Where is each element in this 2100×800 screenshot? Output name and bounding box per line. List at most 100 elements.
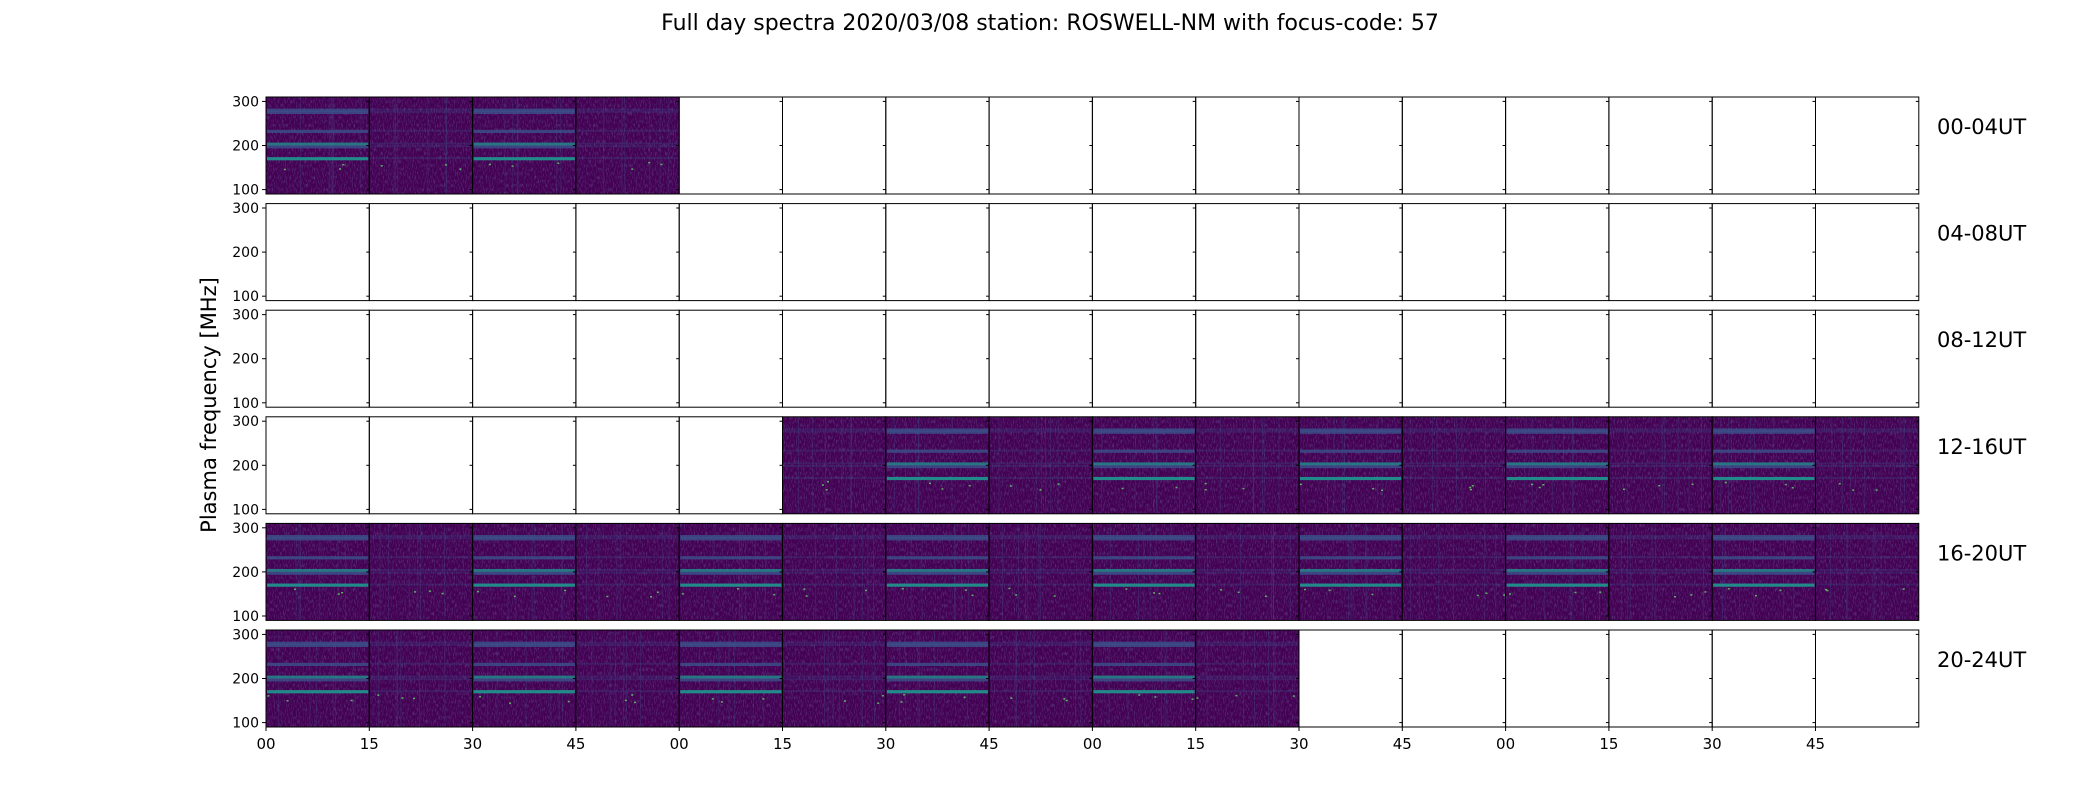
spectrum-speckle	[1826, 589, 1829, 592]
spectrum-speckle	[1292, 695, 1295, 697]
panel-frame	[575, 309, 680, 408]
spectrum-band	[1609, 556, 1712, 559]
spectrum-band	[1506, 583, 1608, 587]
spectrum-band	[576, 129, 679, 132]
spectrum-band	[783, 535, 885, 538]
chart-title: Full day spectra 2020/03/08 station: ROS…	[661, 11, 1439, 36]
spectrum-band	[473, 678, 575, 682]
spectrum-panel	[1505, 522, 1610, 621]
panel-frame	[472, 309, 577, 408]
spectrum-band	[1713, 428, 1815, 432]
spectrum-band	[1196, 571, 1298, 574]
spectrum-speckle	[341, 591, 344, 594]
row-label: 08-12UT	[1937, 328, 2026, 352]
spectrum-band	[1196, 476, 1298, 479]
spectrum-band	[886, 465, 989, 469]
row-04-08UT: 100 200 300	[232, 201, 1920, 305]
spectrum-speckle	[1121, 487, 1124, 490]
spectrum-band	[886, 662, 989, 666]
spectrum-panel	[678, 416, 784, 515]
panel-frame	[472, 416, 577, 515]
spectrum-band	[1609, 535, 1712, 538]
spectrum-band	[267, 556, 369, 560]
spectrum-band	[1196, 641, 1298, 644]
spectrum-band	[576, 157, 679, 160]
spectrum-panel	[1505, 309, 1610, 408]
spectrum-band	[1609, 583, 1712, 586]
spectrum-speckle	[1784, 483, 1787, 486]
spectrum-band	[576, 662, 679, 665]
spectrum-panel	[575, 309, 680, 408]
panel-frame	[1401, 309, 1507, 408]
spectrum-band	[1196, 537, 1298, 540]
y-axis-label: Plasma frequency [MHz]	[197, 277, 221, 533]
spectrum-speckle	[1065, 699, 1068, 702]
spectrum-band	[1300, 571, 1402, 575]
spectrum-speckle	[803, 588, 806, 590]
panel-frame	[1608, 309, 1713, 408]
spectrum-speckle	[1838, 482, 1841, 485]
spectrum-band	[576, 556, 679, 559]
spectrum-panel	[265, 96, 370, 195]
spectrum-speckle	[444, 164, 447, 166]
spectrum-band	[1300, 428, 1402, 432]
spectrum-band	[473, 145, 575, 149]
spectrum-band	[267, 157, 369, 161]
spectrum-speckle	[941, 488, 944, 490]
spectrum-band	[886, 537, 989, 541]
spectrum-band	[1093, 571, 1195, 575]
panel-frame	[265, 416, 370, 515]
spectrum-speckle	[877, 702, 880, 704]
spectrum-band	[1816, 476, 1918, 479]
spectrum-band	[267, 537, 369, 541]
spectrum-band	[1713, 430, 1815, 434]
spectrum-band	[576, 690, 679, 693]
spectrum-speckle	[267, 695, 270, 697]
spectrum-band	[680, 643, 782, 648]
spectrum-panel	[1711, 522, 1816, 621]
x-tick-label: 30	[876, 735, 895, 753]
spectrum-panel	[885, 522, 990, 621]
spectrum-band	[370, 537, 472, 540]
spectrum-panel	[265, 203, 370, 302]
spectrum-speckle	[1328, 589, 1331, 592]
y-tick-label: 200	[232, 565, 259, 581]
spectrum-panel	[782, 203, 887, 302]
spectrum-panel	[1401, 309, 1507, 408]
spectrum-speckle	[1538, 486, 1541, 489]
spectrum-band	[886, 583, 989, 587]
spectrum-panel	[1298, 309, 1403, 408]
spectrum-panel	[1091, 629, 1197, 728]
spectrum-band	[680, 537, 782, 541]
spectrum-panel	[885, 203, 990, 302]
spectrum-band	[576, 568, 679, 571]
spectrum-speckle	[1599, 591, 1602, 593]
spectrum-band	[1713, 535, 1815, 539]
spectrum-panel	[782, 309, 887, 408]
spectrum-band	[990, 662, 1092, 665]
spectrum-noise	[369, 630, 473, 727]
spectrum-band	[990, 583, 1092, 586]
spectrum-band	[1403, 537, 1505, 540]
spectrum-panel	[1815, 309, 1920, 408]
spectrum-speckle	[650, 596, 653, 598]
spectrum-speckle	[648, 161, 651, 164]
spectrum-speckle	[825, 489, 828, 491]
spectrum-band	[473, 108, 575, 112]
panel-frame	[885, 96, 990, 195]
spectrum-band	[783, 462, 885, 465]
spectrum-band	[1816, 449, 1918, 452]
spectrum-noise	[575, 523, 680, 621]
spectrum-speckle	[337, 593, 340, 595]
spectrum-speckle	[1673, 595, 1676, 598]
spectrum-band	[886, 462, 989, 466]
spectrum-band	[990, 556, 1092, 559]
spectrum-band	[370, 662, 472, 665]
spectrum-band	[370, 108, 472, 111]
spectrum-speckle	[844, 700, 847, 702]
spectrum-band	[1609, 537, 1712, 540]
spectrum-speckle	[509, 702, 512, 704]
spectrum-speckle	[964, 589, 967, 591]
spectrum-speckle	[1009, 485, 1012, 487]
